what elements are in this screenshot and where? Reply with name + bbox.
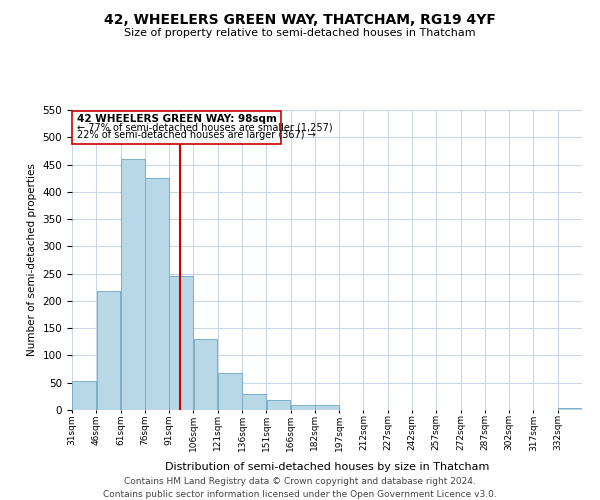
Bar xyxy=(315,404,339,410)
Text: Size of property relative to semi-detached houses in Thatcham: Size of property relative to semi-detach… xyxy=(124,28,476,38)
Bar xyxy=(291,404,314,410)
Bar xyxy=(194,339,217,410)
Bar xyxy=(169,276,193,410)
Text: 22% of semi-detached houses are larger (367) →: 22% of semi-detached houses are larger (… xyxy=(77,130,316,140)
Text: Contains HM Land Registry data © Crown copyright and database right 2024.: Contains HM Land Registry data © Crown c… xyxy=(124,478,476,486)
Text: ← 77% of semi-detached houses are smaller (1,257): ← 77% of semi-detached houses are smalle… xyxy=(77,122,332,132)
Bar xyxy=(145,178,169,410)
Bar xyxy=(121,159,145,410)
X-axis label: Distribution of semi-detached houses by size in Thatcham: Distribution of semi-detached houses by … xyxy=(165,462,489,471)
Text: 42, WHEELERS GREEN WAY, THATCHAM, RG19 4YF: 42, WHEELERS GREEN WAY, THATCHAM, RG19 4… xyxy=(104,12,496,26)
Bar xyxy=(266,400,290,410)
Text: Contains public sector information licensed under the Open Government Licence v3: Contains public sector information licen… xyxy=(103,490,497,499)
Bar xyxy=(218,373,242,410)
FancyBboxPatch shape xyxy=(72,111,281,144)
Bar xyxy=(97,291,121,410)
Y-axis label: Number of semi-detached properties: Number of semi-detached properties xyxy=(27,164,37,356)
Bar xyxy=(72,381,96,410)
Bar xyxy=(242,394,266,410)
Text: 42 WHEELERS GREEN WAY: 98sqm: 42 WHEELERS GREEN WAY: 98sqm xyxy=(77,114,277,124)
Bar xyxy=(558,408,582,410)
